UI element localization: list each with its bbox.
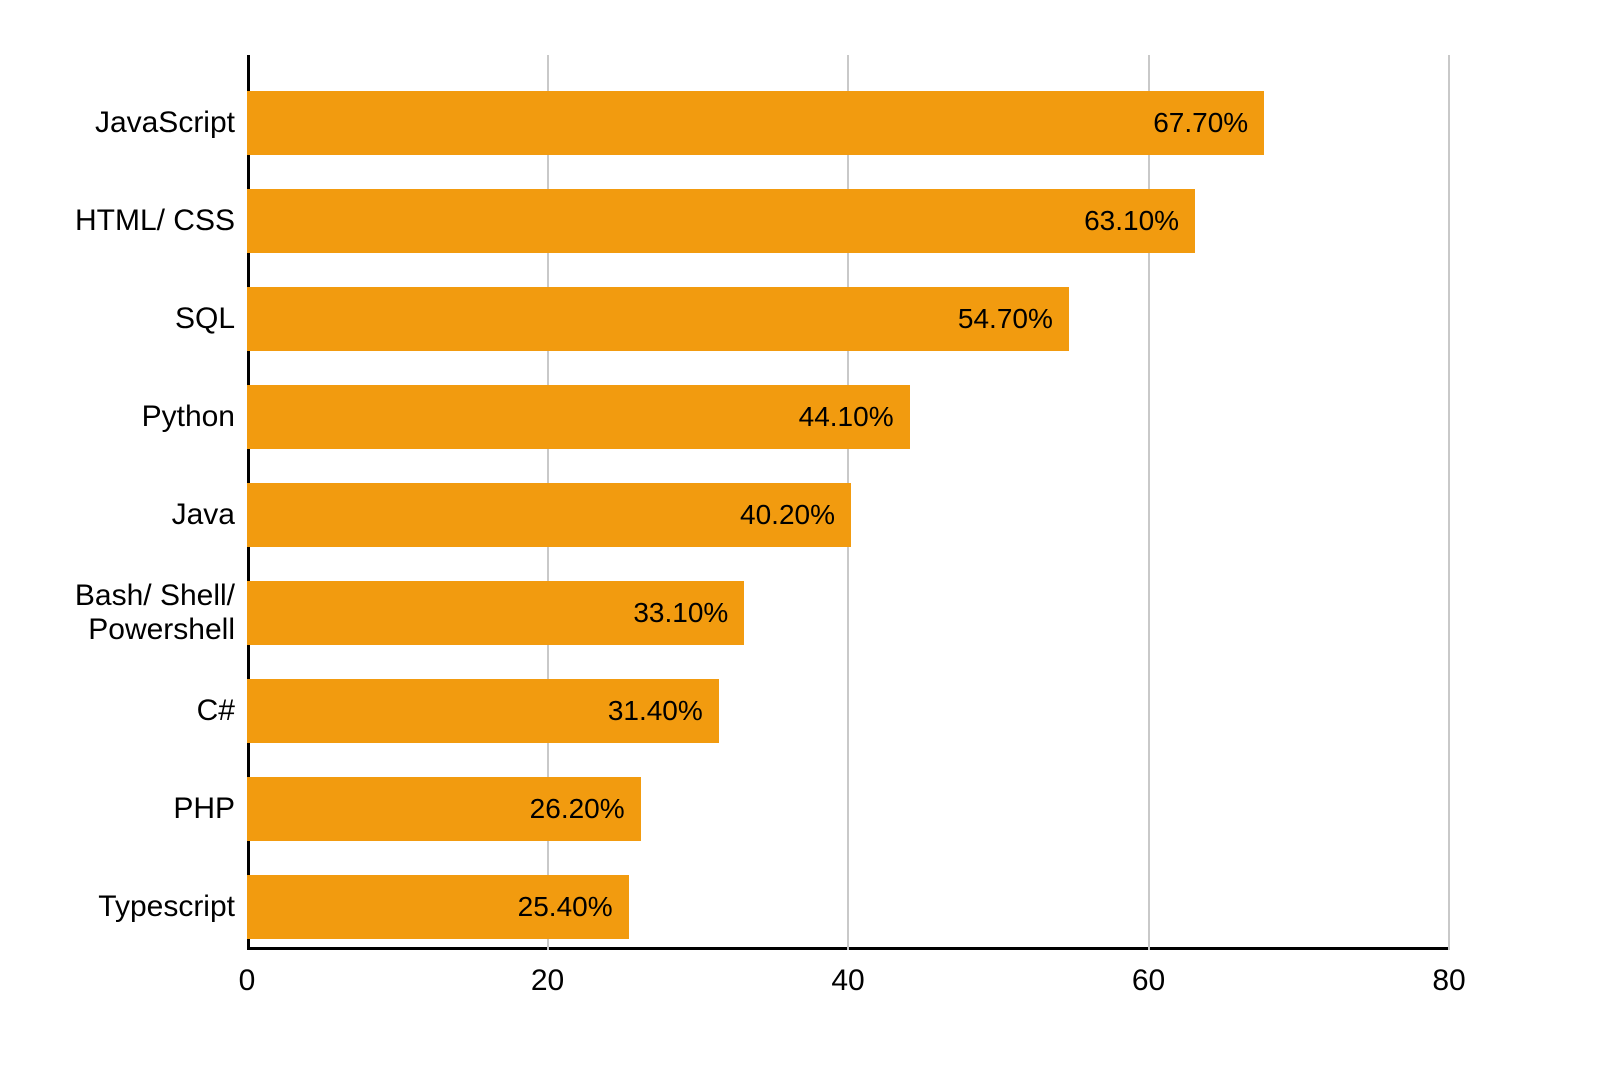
- x-tick-label: 20: [531, 964, 564, 998]
- bar-value-label: 44.10%: [799, 401, 910, 433]
- bar: 26.20%: [247, 777, 641, 841]
- bar: 54.70%: [247, 287, 1069, 351]
- x-tick-label: 0: [239, 964, 256, 998]
- bar-row: 40.20%: [247, 483, 851, 547]
- bar-value-label: 31.40%: [608, 695, 719, 727]
- bar: 31.40%: [247, 679, 719, 743]
- bar: 25.40%: [247, 875, 629, 939]
- bar-row: 25.40%: [247, 875, 629, 939]
- y-tick-label: HTML/ CSS: [75, 204, 235, 239]
- bar-row: 44.10%: [247, 385, 910, 449]
- bar-row: 31.40%: [247, 679, 719, 743]
- bar-row: 26.20%: [247, 777, 641, 841]
- y-tick-label: C#: [197, 694, 235, 729]
- x-tick-label: 60: [1132, 964, 1165, 998]
- y-tick-label: Typescript: [98, 890, 235, 925]
- bar-value-label: 40.20%: [740, 499, 851, 531]
- y-tick-label: Python: [142, 400, 235, 435]
- bar-row: 33.10%: [247, 581, 744, 645]
- bar-row: 67.70%: [247, 91, 1264, 155]
- plot-area: 67.70% 63.10% 54.70% 44.10% 40.20% 33.10% 31.4…: [247, 55, 1449, 950]
- bar-row: 54.70%: [247, 287, 1069, 351]
- y-tick-label: SQL: [175, 302, 235, 337]
- y-tick-label: Java: [172, 498, 235, 533]
- bar: 44.10%: [247, 385, 910, 449]
- y-tick-label: Bash/ Shell/Powershell: [75, 579, 235, 648]
- bar: 63.10%: [247, 189, 1195, 253]
- bar: 33.10%: [247, 581, 744, 645]
- x-tick-label: 40: [831, 964, 864, 998]
- chart-container: 67.70% 63.10% 54.70% 44.10% 40.20% 33.10% 31.4…: [0, 0, 1617, 1080]
- y-tick-label: PHP: [173, 792, 235, 827]
- bar-value-label: 63.10%: [1084, 205, 1195, 237]
- bar-value-label: 54.70%: [958, 303, 1069, 335]
- bar: 40.20%: [247, 483, 851, 547]
- x-tick-label: 80: [1432, 964, 1465, 998]
- bar-value-label: 67.70%: [1153, 107, 1264, 139]
- bar-value-label: 25.40%: [518, 891, 629, 923]
- bar-row: 63.10%: [247, 189, 1195, 253]
- x-gridline: [1448, 55, 1450, 950]
- bar-value-label: 33.10%: [633, 597, 744, 629]
- bar-value-label: 26.20%: [530, 793, 641, 825]
- bar: 67.70%: [247, 91, 1264, 155]
- y-tick-label: JavaScript: [95, 106, 235, 141]
